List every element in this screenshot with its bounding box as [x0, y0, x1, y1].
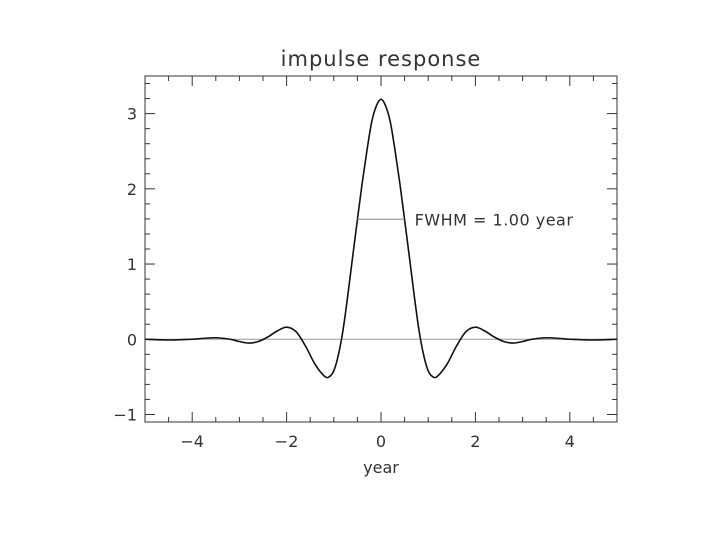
plot-frame [144, 75, 618, 423]
annotations: FWHM = 1.00 year [357, 210, 573, 229]
y-tick-labels: −1 0 1 2 3 [113, 105, 137, 425]
x-tick-label: 4 [565, 432, 575, 451]
axis-ticks [144, 76, 618, 422]
y-tick-label: 0 [127, 330, 137, 349]
x-tick-label: 2 [470, 432, 480, 451]
chart-title: impulse response [281, 47, 482, 71]
y-tick-label: −1 [113, 405, 137, 424]
x-tick-label: −4 [180, 432, 204, 451]
x-axis-label: year [363, 458, 399, 477]
series-line [144, 98, 618, 379]
fwhm-annotation: FWHM = 1.00 year [415, 210, 574, 229]
y-tick-label: 3 [127, 105, 137, 124]
x-tick-label: −2 [275, 432, 299, 451]
x-tick-label: 0 [376, 432, 386, 451]
x-tick-labels: −4 −2 0 2 4 [180, 432, 574, 451]
y-tick-label: 2 [127, 180, 137, 199]
y-tick-label: 1 [127, 255, 137, 274]
